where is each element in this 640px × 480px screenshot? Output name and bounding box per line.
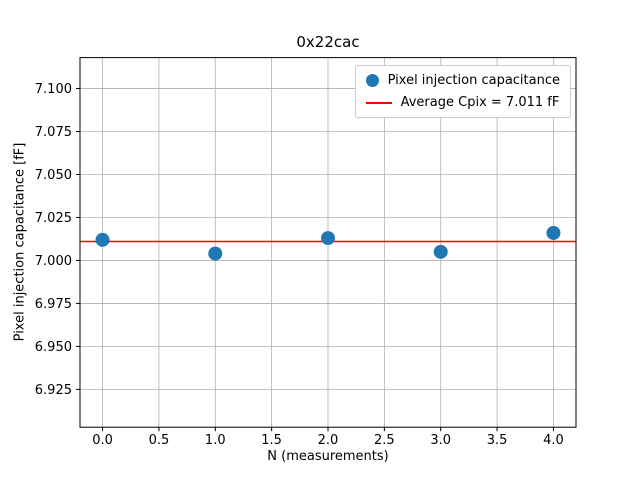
legend-entry-average: Average Cpix = 7.011 fF <box>365 95 560 110</box>
legend: Pixel injection capacitance Average Cpix… <box>354 65 571 118</box>
x-tick-label: 0.0 <box>92 433 113 448</box>
scatter-point <box>321 231 335 246</box>
x-tick-label: 1.0 <box>205 433 226 448</box>
x-tick-label: 2.0 <box>318 433 339 448</box>
scatter-point <box>546 225 561 240</box>
x-tick-label: 2.5 <box>374 433 395 448</box>
scatter-point <box>433 244 448 259</box>
y-tick-label: 7.000 <box>35 254 72 269</box>
y-tick-label: 7.100 <box>35 82 72 97</box>
scatter-point <box>95 232 110 247</box>
legend-entry-scatter: Pixel injection capacitance <box>365 73 560 88</box>
y-tick-label: 7.075 <box>35 125 72 140</box>
scatter-point <box>208 246 223 261</box>
chart-title: 0x22cac <box>296 33 360 51</box>
x-tick-label: 3.0 <box>430 433 451 448</box>
y-tick-label: 6.950 <box>35 340 72 355</box>
x-tick-label: 0.5 <box>149 433 170 448</box>
axes-frame <box>79 57 577 428</box>
y-tick-label: 7.025 <box>35 211 72 226</box>
x-tick-label: 4.0 <box>543 433 564 448</box>
average-line-icon <box>365 101 392 104</box>
x-tick-label: 3.5 <box>487 433 508 448</box>
x-tick-label: 1.5 <box>261 433 282 448</box>
y-tick-label: 6.975 <box>35 297 72 312</box>
y-axis-label: Pixel injection capacitance [fF] <box>12 142 28 342</box>
y-tick-label: 6.925 <box>35 383 72 398</box>
x-axis-label: N (measurements) <box>267 449 389 464</box>
y-tick-label: 7.050 <box>35 168 72 183</box>
legend-label-average: Average Cpix = 7.011 fF <box>400 95 560 110</box>
legend-label-scatter: Pixel injection capacitance <box>387 73 560 88</box>
scatter-marker-icon <box>365 74 379 87</box>
